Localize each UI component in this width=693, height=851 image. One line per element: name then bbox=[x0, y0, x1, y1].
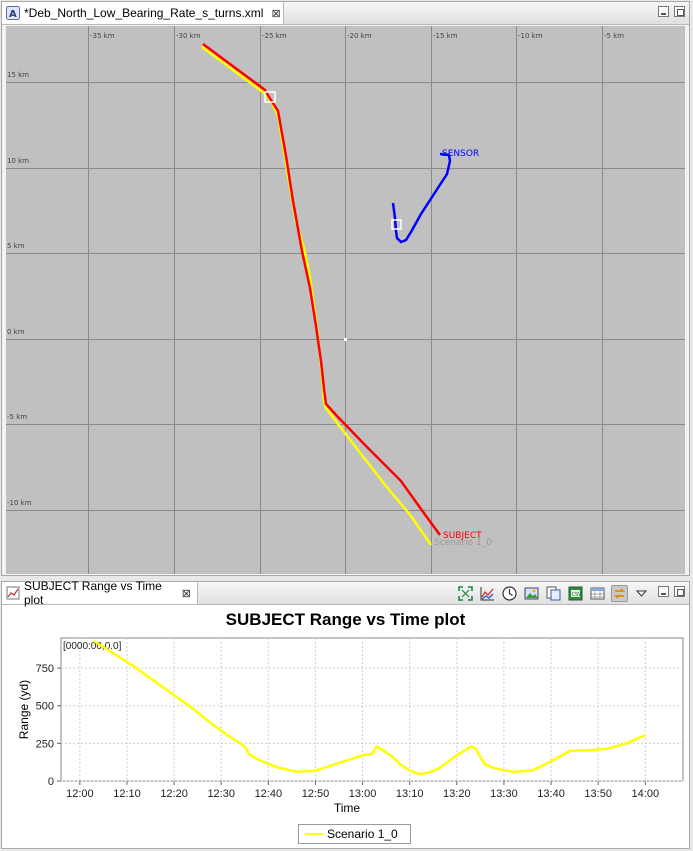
editor-tab-title: *Deb_North_Low_Bearing_Rate_s_turns.xml bbox=[24, 6, 264, 20]
x-tick-label: 14:00 bbox=[632, 788, 660, 800]
grid-line bbox=[260, 26, 261, 574]
y-tick-label: 5 km bbox=[7, 242, 25, 250]
x-tick-label: -5 km bbox=[604, 32, 625, 40]
y-tick-label: -5 km bbox=[7, 413, 28, 421]
close-icon[interactable]: ⊠ bbox=[271, 7, 281, 20]
fit-to-window-icon[interactable] bbox=[457, 585, 474, 602]
chart-icon bbox=[6, 586, 20, 600]
sensor-label: SENSOR bbox=[442, 149, 480, 159]
minimize-button[interactable] bbox=[658, 6, 669, 17]
x-tick-label: 12:10 bbox=[113, 788, 141, 800]
sensor-position-marker[interactable] bbox=[391, 219, 402, 230]
x-tick-label: -30 km bbox=[176, 32, 201, 40]
chart-title: SUBJECT Range vs Time plot bbox=[225, 610, 466, 629]
scenario-track[interactable] bbox=[201, 45, 433, 546]
legend-label: Scenario 1_0 bbox=[327, 827, 398, 841]
grid-line bbox=[6, 510, 685, 511]
legend-swatch bbox=[305, 833, 323, 835]
grid-line bbox=[6, 253, 685, 254]
x-tick-label: 13:50 bbox=[584, 788, 612, 800]
series-line[interactable] bbox=[93, 639, 646, 776]
chart-legend[interactable]: Scenario 1_0 bbox=[298, 824, 411, 844]
x-axis-label: Time bbox=[334, 801, 361, 815]
chart-lines-icon[interactable] bbox=[479, 585, 496, 602]
grid-line bbox=[345, 26, 346, 574]
export-data-icon[interactable]: CSV bbox=[567, 585, 584, 602]
svg-text:A: A bbox=[9, 9, 17, 20]
chart-annotation: [0000:00,0.0] bbox=[63, 641, 122, 652]
x-tick-label: 13:00 bbox=[349, 788, 377, 800]
y-tick-label: 750 bbox=[36, 663, 54, 675]
grid-line bbox=[516, 26, 517, 574]
y-tick-label: 250 bbox=[36, 738, 54, 750]
grid-line bbox=[88, 26, 89, 574]
minimize-button[interactable] bbox=[658, 586, 669, 597]
x-tick-label: 13:30 bbox=[490, 788, 518, 800]
view-menu-icon[interactable] bbox=[633, 585, 650, 602]
editor-tab-bar: A *Deb_North_Low_Bearing_Rate_s_turns.xm… bbox=[2, 2, 689, 25]
image-icon[interactable] bbox=[523, 585, 540, 602]
x-tick-label: -25 km bbox=[262, 32, 287, 40]
x-tick-label: 13:40 bbox=[537, 788, 565, 800]
sensor-track[interactable] bbox=[391, 152, 452, 244]
grid-line bbox=[6, 82, 685, 83]
x-tick-label: -15 km bbox=[433, 32, 458, 40]
table-icon[interactable] bbox=[589, 585, 606, 602]
x-tick-label: -20 km bbox=[347, 32, 372, 40]
subject-position-marker[interactable] bbox=[264, 91, 276, 103]
grid-line bbox=[431, 26, 432, 574]
x-tick-label: 12:50 bbox=[302, 788, 330, 800]
x-tick-label: -10 km bbox=[518, 32, 543, 40]
copy-icon[interactable] bbox=[545, 585, 562, 602]
subject-label: SUBJECT bbox=[443, 531, 482, 541]
x-tick-label: 12:00 bbox=[66, 788, 94, 800]
y-tick-label: 15 km bbox=[7, 71, 30, 79]
y-axis-label: Range (yd) bbox=[17, 680, 31, 739]
y-tick-label: 0 km bbox=[7, 328, 25, 336]
maximize-button[interactable] bbox=[674, 6, 685, 17]
origin-marker bbox=[344, 338, 347, 341]
subject-track[interactable] bbox=[202, 42, 442, 536]
x-tick-label: 12:20 bbox=[160, 788, 188, 800]
plot-area bbox=[60, 637, 684, 782]
sync-icon[interactable] bbox=[611, 585, 628, 602]
map-editor-panel: A *Deb_North_Low_Bearing_Rate_s_turns.xm… bbox=[1, 1, 690, 576]
x-tick-label: 12:30 bbox=[207, 788, 235, 800]
tracks-layer bbox=[201, 42, 452, 546]
y-tick-label: -10 km bbox=[7, 499, 32, 507]
range-vs-time-chart[interactable]: 12:00 12:10 12:20 12:30 12:40 12:50 13:00 13:10… bbox=[2, 604, 689, 829]
svg-text:CSV: CSV bbox=[572, 592, 583, 598]
grid-line bbox=[174, 26, 175, 574]
clock-icon[interactable] bbox=[501, 585, 518, 602]
maximize-button[interactable] bbox=[674, 586, 685, 597]
x-tick-label: 12:40 bbox=[255, 788, 283, 800]
scenario-label: Scenario 1_0 bbox=[434, 538, 492, 548]
grid-line bbox=[602, 26, 603, 574]
x-tick-label: 13:20 bbox=[443, 788, 471, 800]
x-tick-label: 13:10 bbox=[396, 788, 424, 800]
grid-line bbox=[6, 168, 685, 169]
y-tick-label: 500 bbox=[36, 701, 54, 713]
y-tick-label: 0 bbox=[48, 776, 54, 788]
editor-tab[interactable]: A *Deb_North_Low_Bearing_Rate_s_turns.xm… bbox=[2, 2, 284, 24]
close-icon[interactable]: ⊠ bbox=[181, 587, 191, 600]
tactical-plot-canvas[interactable]: -35 km -30 km -25 km -20 km -15 km -10 k… bbox=[6, 26, 685, 574]
debrief-app-icon: A bbox=[6, 6, 20, 20]
range-plot-panel: SUBJECT Range vs Time plot ⊠ CSV bbox=[1, 579, 690, 849]
x-tick-label: -35 km bbox=[90, 32, 115, 40]
plot-tab[interactable]: SUBJECT Range vs Time plot ⊠ bbox=[2, 579, 198, 607]
plot-tab-title: SUBJECT Range vs Time plot bbox=[24, 579, 162, 607]
plot-tab-bar: SUBJECT Range vs Time plot ⊠ CSV bbox=[2, 579, 689, 607]
y-tick-label: 10 km bbox=[7, 157, 30, 165]
